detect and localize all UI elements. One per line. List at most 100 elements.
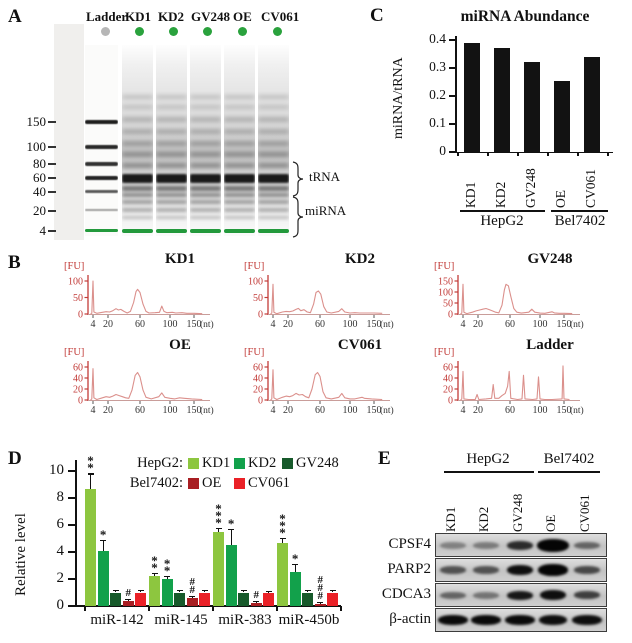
d-error-stem xyxy=(282,538,283,543)
svg-text:20: 20 xyxy=(283,319,293,330)
d-bar-OE xyxy=(186,597,198,606)
gel-band xyxy=(224,141,255,146)
svg-text:0: 0 xyxy=(448,396,453,407)
d-sig-mark: * xyxy=(97,528,109,541)
gel-band xyxy=(156,152,187,157)
gel-band xyxy=(156,129,187,134)
sig-char: * xyxy=(163,562,171,578)
svg-text:100: 100 xyxy=(438,288,453,299)
c-x-tick xyxy=(487,152,489,156)
gel-band xyxy=(190,117,221,122)
d-error-stem xyxy=(307,591,309,593)
d-bar-CV061 xyxy=(327,592,339,606)
gel-band xyxy=(156,200,187,204)
svg-text:0: 0 xyxy=(78,396,83,407)
gel-band xyxy=(190,152,221,157)
d-bar-KD1 xyxy=(213,531,224,606)
c-x-axis xyxy=(455,151,613,154)
d-bar-KD2 xyxy=(225,545,237,606)
d-error-stem xyxy=(140,591,142,593)
svg-text:4: 4 xyxy=(91,319,96,330)
gel-band xyxy=(122,152,153,157)
svg-text:(nt): (nt) xyxy=(200,405,214,416)
svg-text:150: 150 xyxy=(187,405,202,416)
sig-char: # xyxy=(189,583,196,596)
sig-char: # xyxy=(189,575,196,588)
gel-band xyxy=(156,208,187,212)
e-band xyxy=(574,566,600,574)
sig-char: * xyxy=(279,510,286,526)
c-x-tick xyxy=(547,152,549,156)
ladder-band xyxy=(85,162,118,166)
c-group-line-bel7402 xyxy=(551,210,608,212)
c-x-tick xyxy=(457,152,459,156)
sig-char: # xyxy=(253,588,260,601)
svg-text:(nt): (nt) xyxy=(570,405,584,416)
trace-Ladder xyxy=(460,365,570,401)
gel-band xyxy=(122,186,153,191)
gel-marker-tick xyxy=(48,230,56,232)
c-bar xyxy=(554,80,570,152)
svg-text:60: 60 xyxy=(253,363,263,374)
d-bar-KD2 xyxy=(97,551,109,606)
sig-char: * xyxy=(227,515,235,531)
c-y-tick-label: 0.4 xyxy=(429,31,446,46)
fu-axis-label: [FU] xyxy=(64,261,84,272)
panel-e-label: E xyxy=(378,448,391,469)
svg-text:0: 0 xyxy=(258,310,263,321)
d-bar-GV248 xyxy=(110,592,122,606)
svg-text:0: 0 xyxy=(258,396,263,407)
gel-band xyxy=(258,200,289,204)
gel-band xyxy=(122,117,153,122)
c-bar-label: CV061 xyxy=(583,168,598,208)
ladder-dot xyxy=(101,27,110,36)
d-error-cap xyxy=(87,473,94,475)
sig-char: # xyxy=(317,582,324,595)
svg-text:60: 60 xyxy=(73,363,83,374)
d-x-tick xyxy=(148,606,150,611)
ladder-band xyxy=(85,209,118,211)
svg-text:100: 100 xyxy=(248,277,263,288)
gel-lane-header: Ladder xyxy=(86,9,128,24)
gel-marker-tick xyxy=(48,210,56,212)
svg-text:60: 60 xyxy=(443,363,453,374)
gel-band xyxy=(258,117,289,122)
gel-band xyxy=(156,174,187,183)
svg-text:20: 20 xyxy=(473,319,483,330)
d-error-stem xyxy=(268,591,270,594)
c-bar xyxy=(524,62,540,152)
legend-name-KD2: KD2 xyxy=(248,455,277,471)
subplot-title: Ladder xyxy=(526,337,574,353)
d-error-cap xyxy=(164,575,171,578)
gel-brackets xyxy=(292,161,304,238)
d-error-cap xyxy=(100,539,107,541)
e-group-line-hepg2 xyxy=(444,471,534,473)
gel-green-band xyxy=(156,229,187,233)
ladder-band xyxy=(85,176,118,180)
d-category-label: miR-145 xyxy=(154,612,208,628)
legend-name-GV248: GV248 xyxy=(296,455,339,471)
d-bar-KD1 xyxy=(149,576,160,606)
gel-band xyxy=(190,200,221,204)
d-error-cap xyxy=(253,600,260,602)
e-band xyxy=(438,615,468,625)
d-error-cap xyxy=(189,595,196,597)
svg-text:4: 4 xyxy=(271,319,276,330)
svg-text:100: 100 xyxy=(163,319,178,330)
mirna-brace xyxy=(292,196,304,238)
svg-text:0: 0 xyxy=(448,310,453,321)
subplot-title: KD1 xyxy=(165,251,195,267)
e-lane-label-KD2: KD2 xyxy=(476,506,491,532)
d-error-cap xyxy=(292,563,299,565)
gel-band xyxy=(224,174,255,183)
trace-GV248 xyxy=(460,283,573,315)
d-y-tick-label: 4 xyxy=(56,543,65,559)
d-category-label: miR-142 xyxy=(90,612,144,628)
subplot-title: CV061 xyxy=(338,337,382,353)
sig-char: * xyxy=(151,560,158,576)
e-blot-row-1 xyxy=(435,558,607,582)
gel-band xyxy=(224,186,255,191)
gel-marker-tick xyxy=(48,146,56,148)
gel-band xyxy=(258,95,289,99)
gel-band xyxy=(122,95,153,99)
